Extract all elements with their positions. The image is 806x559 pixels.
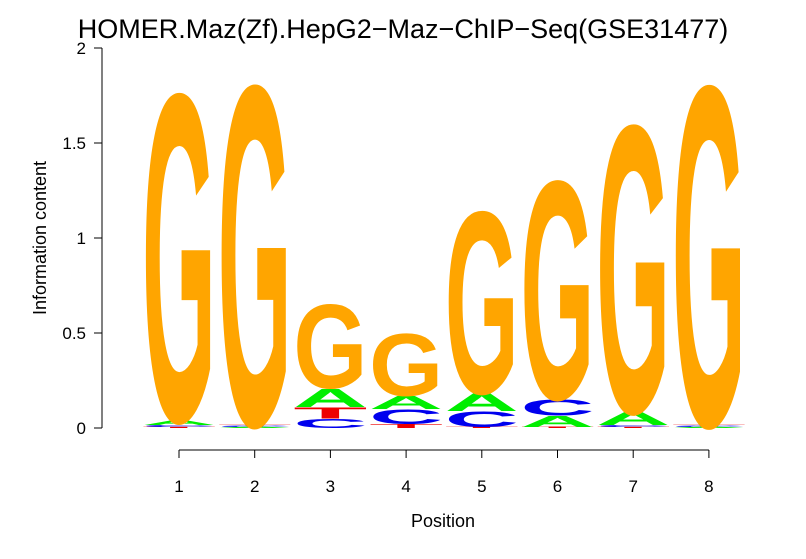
logo-letter-glyph: G: [521, 117, 595, 465]
logo-letter-T: T: [369, 423, 443, 429]
logo-letter-glyph: G: [445, 158, 519, 449]
y-tick-label: 1: [77, 229, 86, 248]
logo-letter-glyph: T: [369, 423, 443, 429]
logo-letter-glyph: C: [218, 426, 292, 427]
logo-letter-G: G: [293, 280, 367, 414]
logo-letter-G: G: [672, 0, 746, 529]
logo-letter-C: C: [672, 426, 746, 427]
logo-letter-glyph: A: [672, 427, 746, 428]
logo-letter-C: C: [293, 416, 367, 431]
logo-letter-C: C: [596, 425, 670, 428]
x-tick-label: 3: [326, 477, 335, 496]
logo-letter-glyph: T: [142, 427, 216, 428]
logo-letter-glyph: C: [293, 416, 367, 431]
y-axis: 0 0.5 1 1.5 2: [62, 39, 103, 438]
logo-letter-glyph: C: [596, 425, 670, 428]
logo-letter-G: G: [142, 0, 216, 521]
logo-letter-glyph: A: [218, 427, 292, 428]
x-tick-label: 7: [628, 477, 637, 496]
logo-letter-glyph: G: [142, 0, 216, 521]
logo-letter-glyph: A: [369, 393, 443, 413]
logo-letter-glyph: T: [596, 427, 670, 428]
logo-letter-T: T: [445, 427, 519, 428]
logo-letter-glyph: G: [293, 280, 367, 414]
logo-letter-G: G: [521, 117, 595, 465]
y-tick-label: 0: [77, 419, 86, 438]
logo-letter-glyph: A: [521, 413, 595, 430]
logo-letter-G: G: [218, 0, 292, 528]
logo-letter-T: T: [218, 424, 292, 426]
x-tick-label: 1: [174, 477, 183, 496]
logo-letter-glyph: G: [369, 316, 443, 415]
logo-letter-glyph: G: [672, 0, 746, 529]
logo-letter-C: C: [521, 395, 595, 421]
x-axis: 1 2 3 4 5 6 7 8: [174, 449, 714, 496]
x-tick-label: 6: [553, 477, 562, 496]
x-axis-label: Position: [411, 511, 475, 531]
logo-letter-T: T: [142, 427, 216, 428]
logo-letter-glyph: C: [142, 425, 216, 428]
logo-letter-T: T: [672, 425, 746, 426]
logo-letter-C: C: [369, 406, 443, 429]
logo-letter-G: G: [369, 316, 443, 415]
y-axis-label: Information content: [30, 161, 50, 315]
x-tick-label: 5: [477, 477, 486, 496]
logo-letter-glyph: A: [142, 419, 216, 426]
logo-letter-A: A: [218, 427, 292, 428]
logo-letter-A: A: [596, 409, 670, 429]
logo-letter-T: T: [596, 427, 670, 428]
logo-letter-glyph: A: [445, 389, 519, 416]
logo-letter-glyph: T: [521, 427, 595, 428]
logo-letter-glyph: G: [596, 39, 670, 499]
y-tick-label: 2: [77, 39, 86, 58]
logo-letter-glyph: A: [293, 384, 367, 413]
logo-letter-glyph: T: [293, 405, 367, 422]
x-tick-label: 4: [401, 477, 410, 496]
logo-letter-C: C: [445, 407, 519, 432]
y-tick-label: 1.5: [62, 134, 86, 153]
chart-title: HOMER.Maz(Zf).HepG2−Maz−ChIP−Seq(GSE3147…: [78, 14, 729, 44]
logo-letter-C: C: [142, 425, 216, 428]
logo-letter-T: T: [521, 427, 595, 428]
logo-letter-glyph: G: [218, 0, 292, 528]
logo-letter-G: G: [445, 158, 519, 449]
logo-letter-glyph: A: [596, 409, 670, 429]
logo-letter-glyph: C: [672, 426, 746, 427]
logo-letter-T: T: [293, 405, 367, 422]
logo-letter-A: A: [445, 389, 519, 416]
logo-letter-glyph: C: [521, 395, 595, 421]
y-tick-label: 0.5: [62, 324, 86, 343]
logo-letter-C: C: [218, 426, 292, 427]
logo-letter-A: A: [293, 384, 367, 413]
logo-letter-glyph: C: [445, 407, 519, 432]
logo-letter-G: G: [596, 39, 670, 499]
logo-letter-glyph: T: [672, 425, 746, 426]
x-tick-label: 2: [250, 477, 259, 496]
logo-letter-glyph: T: [445, 427, 519, 428]
x-tick-label: 8: [704, 477, 713, 496]
logo-letter-A: A: [672, 427, 746, 428]
logo-letter-glyph: T: [218, 424, 292, 426]
logo-letter-A: A: [369, 393, 443, 413]
logo-letter-A: A: [142, 419, 216, 426]
logo-letter-glyph: C: [369, 406, 443, 429]
logo-letter-A: A: [521, 413, 595, 430]
